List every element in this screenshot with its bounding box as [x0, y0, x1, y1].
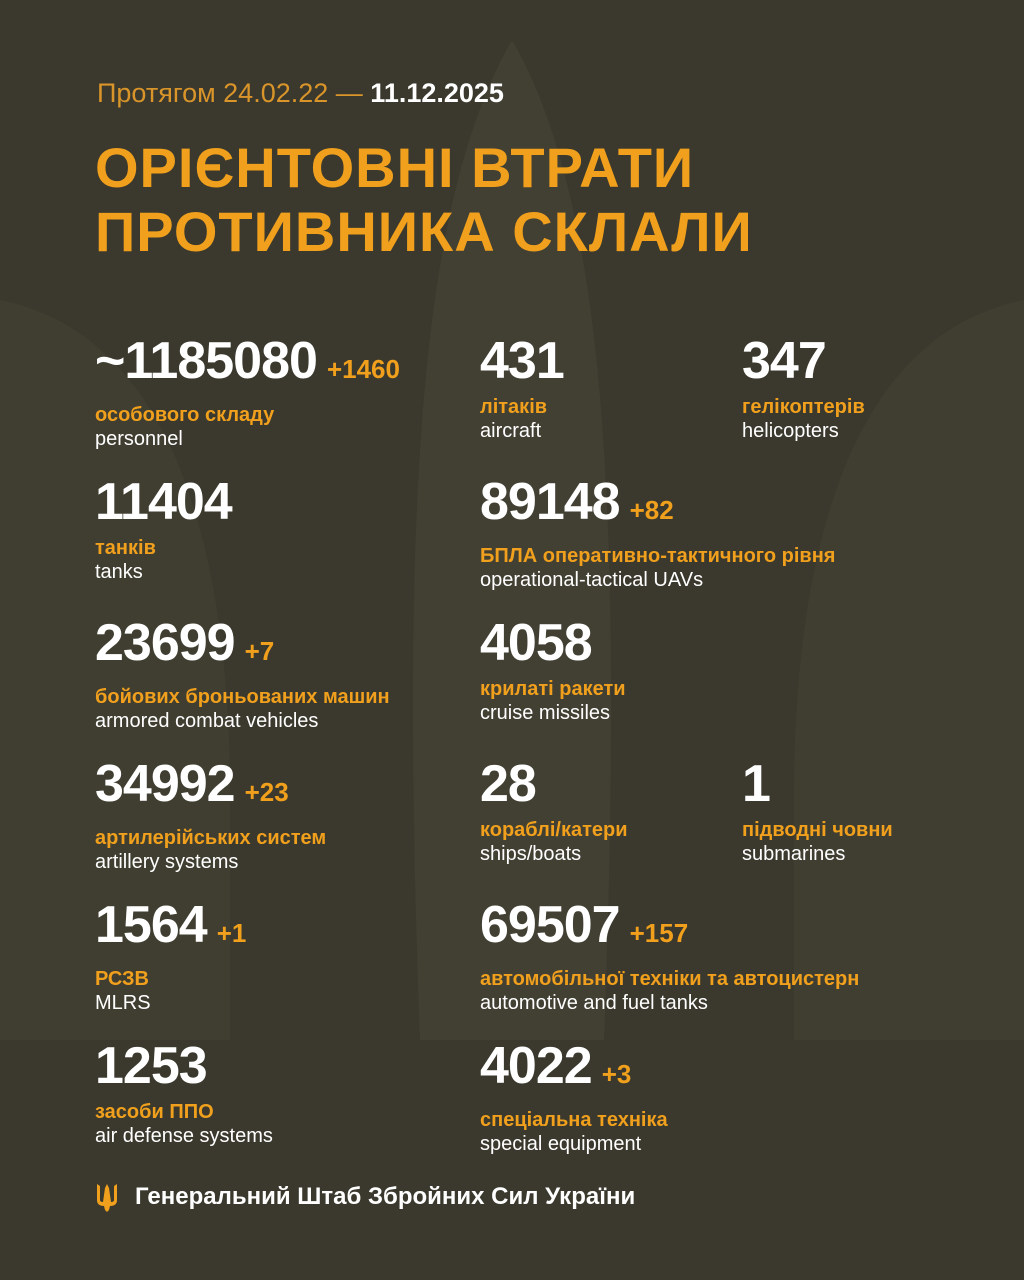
- stat-value: 89148 +82: [480, 474, 835, 538]
- value: 11404: [95, 473, 233, 531]
- stat-label-en: special equipment: [480, 1133, 642, 1155]
- stat-delta: +82: [629, 495, 674, 525]
- stat-special-equipment: 4022 +3 спеціальна техніка special equipmen…: [480, 1038, 668, 1156]
- stat-label-en: air defense systems: [95, 1125, 273, 1147]
- stat-label-en: ships/boats: [480, 843, 582, 865]
- value: 23699: [95, 614, 236, 672]
- stat-label-ua: РСЗВ: [95, 968, 149, 990]
- stat-value: 69507 +157: [480, 897, 859, 961]
- value: 34992: [95, 755, 236, 813]
- stat-value: 347: [742, 333, 865, 389]
- footer-text: Генеральний Штаб Збройних Сил України: [135, 1183, 636, 1210]
- stat-artillery-systems: 34992 +23 артилерійських систем artillery s…: [95, 756, 326, 874]
- stat-label-en: armored combat vehicles: [95, 710, 319, 732]
- stat-helicopters: 347 гелікоптерів helicopters: [742, 333, 865, 443]
- period: Протягом 24.02.22 — 11.12.2025: [97, 78, 504, 108]
- stat-label-ua: автомобільної техніки та автоцистерн: [480, 968, 860, 990]
- stat-value: 4058: [480, 615, 626, 671]
- stat-label-ua: крилаті ракети: [480, 678, 626, 700]
- stat-air-defense-systems: 1253 засоби ППО air defense systems: [95, 1038, 273, 1148]
- stat-label-en: artillery systems: [95, 851, 239, 873]
- trident-icon: [97, 1184, 117, 1212]
- stat-value: 28: [480, 756, 628, 812]
- stat-cruise-missiles: 4058 крилаті ракети cruise missiles: [480, 615, 626, 725]
- stat-value: ~1185080 +1460: [95, 333, 400, 397]
- footer: Генеральний Штаб Збройних Сил України: [95, 1182, 635, 1212]
- stat-label-ua: підводні човни: [742, 819, 893, 841]
- stat-label-ua: бойових броньованих машин: [95, 686, 390, 708]
- stat-submarines: 1 підводні човни submarines: [742, 756, 893, 866]
- stat-value: 431: [480, 332, 565, 390]
- stat-label-en: personnel: [95, 428, 183, 450]
- stat-label-ua: артилерійських систем: [95, 827, 327, 849]
- stat-label-ua: танків: [95, 537, 156, 559]
- stat-label-ua: літаків: [480, 396, 548, 418]
- stat-operational-tactical-uavs: 89148 +82 БПЛА оперативно-тактичного рівня…: [480, 474, 835, 592]
- stat-delta: +7: [244, 636, 275, 666]
- stat-value: 1564 +1: [95, 897, 246, 961]
- stat-delta: +3: [601, 1059, 632, 1089]
- stat-label-ua: спеціальна техніка: [480, 1109, 668, 1131]
- stat-value: 1: [742, 756, 893, 812]
- stat-label-en: submarines: [742, 843, 846, 865]
- stat-label-ua: гелікоптерів: [742, 396, 865, 418]
- stat-value: 4022 +3: [480, 1038, 668, 1102]
- stat-label-en: helicopters: [742, 420, 839, 442]
- value: 69507: [480, 896, 621, 954]
- value: 1: [742, 755, 771, 813]
- stat-aircraft: 431 літаків aircraft: [480, 332, 565, 443]
- stat-label-ua: засоби ППО: [95, 1101, 214, 1123]
- stat-label-ua: БПЛА оперативно-тактичного рівня: [480, 545, 836, 567]
- stat-label-en: MLRS: [95, 992, 151, 1014]
- stat-value: 1253: [95, 1038, 273, 1094]
- stat-delta: +157: [629, 918, 689, 948]
- value: 347: [742, 332, 827, 390]
- value: ~1185080: [95, 332, 318, 390]
- stat-label-ua: кораблі/катери: [480, 819, 628, 841]
- stat-personnel: ~1185080 +1460 особового складу personnel: [95, 333, 400, 451]
- value: 431: [480, 332, 565, 390]
- stat-value: 11404: [95, 473, 233, 531]
- stat-label-en: aircraft: [480, 420, 542, 442]
- stat-label-en: automotive and fuel tanks: [480, 992, 708, 1014]
- value: 89148: [480, 473, 621, 531]
- stat-mlrs: 1564 +1 РСЗВ MLRS: [95, 897, 246, 1015]
- stat-tanks: 11404 танків tanks: [95, 473, 233, 584]
- stat-value: 23699 +7: [95, 615, 390, 679]
- stat-label-en: operational-tactical UAVs: [480, 569, 704, 591]
- stat-ships-boats: 28 кораблі/катери ships/boats: [480, 756, 628, 866]
- stat-delta: +23: [244, 777, 289, 807]
- stat-automotive-and-fuel-tanks: 69507 +157 автомобільної техніки та автоци…: [480, 897, 859, 1015]
- value: 1253: [95, 1037, 208, 1095]
- stat-delta: +1460: [326, 354, 400, 384]
- stat-label-en: tanks: [95, 561, 143, 583]
- value: 4022: [480, 1037, 593, 1095]
- value: 4058: [480, 614, 593, 672]
- stat-armored-combat-vehicles: 23699 +7 бойових броньованих машин armored …: [95, 615, 390, 733]
- stat-value: 34992 +23: [95, 756, 326, 820]
- value: 1564: [95, 896, 208, 954]
- stat-delta: +1: [216, 918, 247, 948]
- page-title: ОРІЄНТОВНІ ВТРАТИ ПРОТИВНИКА СКЛАЛИ: [95, 136, 753, 263]
- value: 28: [480, 755, 537, 813]
- stat-label-en: cruise missiles: [480, 702, 611, 724]
- stat-label-ua: особового складу: [95, 404, 275, 426]
